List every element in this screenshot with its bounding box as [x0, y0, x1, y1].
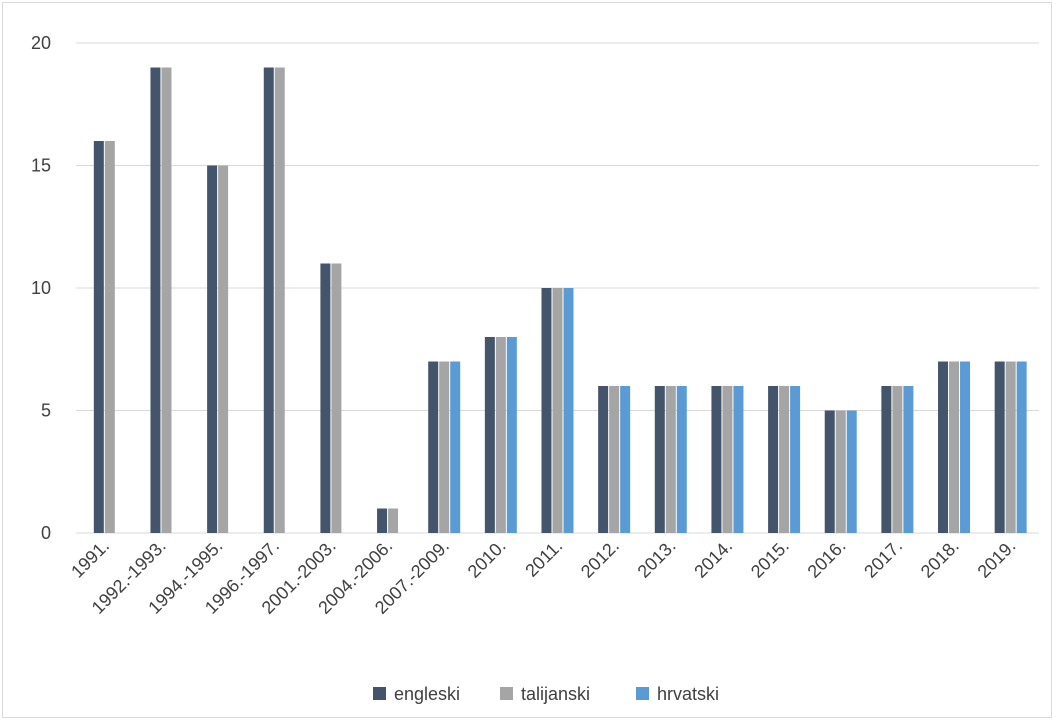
- x-tick-label: 2019.: [974, 536, 1020, 582]
- x-tick-label: 2016.: [804, 536, 850, 582]
- x-tick-label: 2013.: [634, 536, 680, 582]
- bar-talijanski: [1005, 361, 1016, 533]
- x-tick-label: 2012.: [577, 536, 623, 582]
- x-tick-label: 1991.: [67, 536, 113, 582]
- bar-hrvatski: [676, 386, 687, 533]
- bar-engleski: [598, 386, 609, 533]
- bar-engleski: [428, 361, 439, 533]
- bar-engleski: [824, 410, 835, 533]
- legend-swatch: [636, 687, 649, 700]
- bar-hrvatski: [903, 386, 914, 533]
- bar-hrvatski: [563, 288, 574, 533]
- legend-label: engleski: [394, 684, 460, 704]
- bars: [93, 67, 1027, 533]
- bar-hrvatski: [733, 386, 744, 533]
- bar-hrvatski: [506, 337, 517, 533]
- bar-talijanski: [552, 288, 563, 533]
- bar-hrvatski: [620, 386, 631, 533]
- bar-talijanski: [161, 67, 172, 533]
- legend-label: hrvatski: [657, 684, 719, 704]
- bar-hrvatski: [1016, 361, 1027, 533]
- y-tick-label: 0: [41, 523, 51, 543]
- bar-engleski: [320, 263, 331, 533]
- legend-label: talijanski: [521, 684, 590, 704]
- bar-engleski: [711, 386, 722, 533]
- y-tick-label: 5: [41, 401, 51, 421]
- bar-talijanski: [949, 361, 960, 533]
- legend-swatch: [373, 687, 386, 700]
- x-axis-ticks: 1991.1992.-1993.1994.-1995.1996.-1997.20…: [67, 536, 1019, 618]
- bar-engleski: [994, 361, 1005, 533]
- bar-engleski: [768, 386, 779, 533]
- y-tick-label: 15: [31, 156, 51, 176]
- legend: engleski talijanski hrvatski: [373, 684, 719, 704]
- x-tick-label: 2011.: [521, 536, 566, 581]
- x-tick-label: 2014.: [690, 536, 736, 582]
- bar-talijanski: [495, 337, 506, 533]
- bar-engleski: [654, 386, 665, 533]
- x-tick-label: 2015.: [747, 536, 793, 582]
- bar-chart: 0 5 10 15 20 1991.1992.-1993.1994.-1995.1996…: [31, 33, 1039, 704]
- bar-talijanski: [892, 386, 903, 533]
- bar-engleski: [938, 361, 949, 533]
- bar-hrvatski: [960, 361, 971, 533]
- bar-engleski: [93, 141, 104, 533]
- bar-engleski: [377, 508, 388, 533]
- bar-hrvatski: [450, 361, 461, 533]
- y-tick-label: 10: [31, 278, 51, 298]
- bar-hrvatski: [846, 410, 857, 533]
- y-axis-ticks: 0 5 10 15 20: [31, 33, 51, 543]
- bar-engleski: [150, 67, 161, 533]
- legend-item-engleski: engleski: [373, 684, 460, 704]
- bar-talijanski: [835, 410, 846, 533]
- bar-engleski: [263, 67, 274, 533]
- legend-swatch: [500, 687, 513, 700]
- x-tick-label: 2017.: [860, 536, 906, 582]
- bar-talijanski: [665, 386, 676, 533]
- bar-talijanski: [104, 141, 115, 533]
- legend-item-hrvatski: hrvatski: [636, 684, 719, 704]
- bar-talijanski: [388, 508, 399, 533]
- bar-talijanski: [439, 361, 450, 533]
- x-tick-label: 2010.: [464, 536, 510, 582]
- bar-talijanski: [218, 165, 229, 533]
- bar-engleski: [541, 288, 552, 533]
- bar-talijanski: [331, 263, 342, 533]
- bar-talijanski: [779, 386, 790, 533]
- bar-hrvatski: [790, 386, 801, 533]
- bar-engleski: [207, 165, 218, 533]
- bar-talijanski: [274, 67, 285, 533]
- x-tick-label: 2018.: [917, 536, 963, 582]
- legend-item-talijanski: talijanski: [500, 684, 590, 704]
- bar-engleski: [484, 337, 495, 533]
- bar-talijanski: [609, 386, 620, 533]
- bar-talijanski: [722, 386, 733, 533]
- y-tick-label: 20: [31, 33, 51, 53]
- bar-engleski: [881, 386, 892, 533]
